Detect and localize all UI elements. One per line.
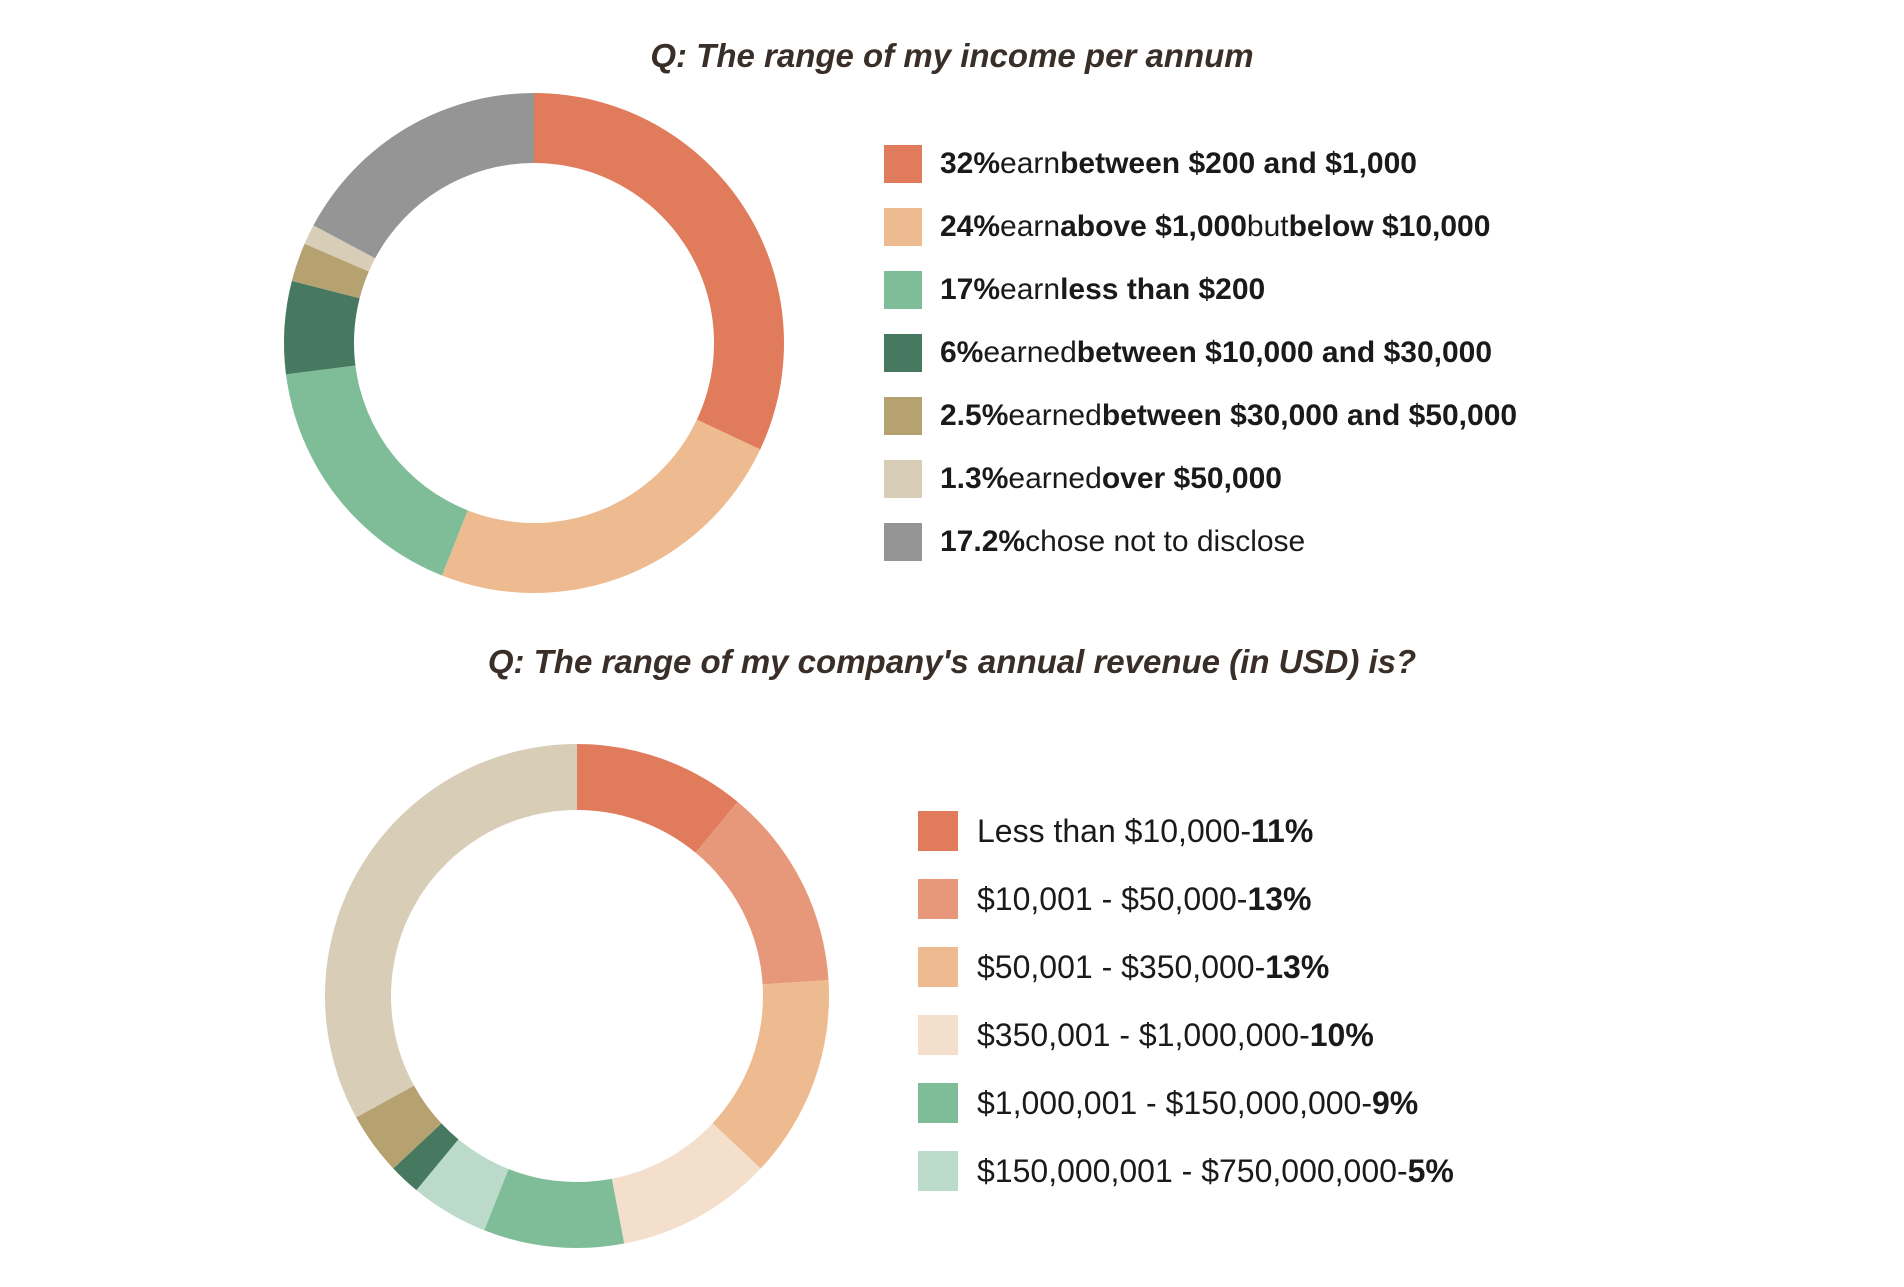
income-slice-4: [284, 280, 360, 375]
revenue-legend-percent: 5%: [1407, 1152, 1454, 1189]
revenue-legend-separator: -: [1396, 1152, 1408, 1189]
income-legend-percent: 2.5%: [940, 398, 1009, 432]
revenue-legend-label: $1,000,001 - $150,000,000: [977, 1084, 1362, 1121]
income-legend-text: earned: [1008, 398, 1102, 432]
income-legend-text: earn: [1000, 272, 1061, 306]
income-legend-text: between $10,000 and $30,000: [1076, 335, 1493, 369]
income-legend-text: earned: [1008, 461, 1102, 495]
income-legend-percent: 17.2%: [940, 524, 1026, 558]
income-legend-text: chose not to disclose: [1025, 524, 1306, 558]
revenue-legend-percent: 11%: [1250, 812, 1314, 849]
revenue-legend-label: $10,001 - $50,000: [977, 880, 1237, 917]
revenue-donut-chart: [325, 744, 829, 1248]
revenue-legend-item: Less than $10,000 - 11%: [918, 797, 1454, 865]
income-slice-3: [285, 365, 468, 576]
revenue-legend-percent: 9%: [1372, 1084, 1419, 1121]
revenue-legend-label: Less than $10,000: [977, 812, 1241, 849]
revenue-legend-swatch: [918, 1083, 958, 1123]
revenue-legend-swatch: [918, 811, 958, 851]
income-legend-percent: 6%: [940, 335, 984, 369]
revenue-slice-4: [611, 1123, 761, 1244]
income-legend-text: less than $200: [1060, 272, 1266, 306]
income-legend-text: between $30,000 and $50,000: [1101, 398, 1518, 432]
income-slice-5: [291, 243, 369, 299]
income-legend-percent: 17%: [940, 272, 1001, 306]
revenue-slice-1: [577, 744, 738, 853]
revenue-legend-separator: -: [1361, 1084, 1372, 1121]
income-slice-7: [313, 93, 534, 259]
revenue-slice-3: [712, 980, 829, 1169]
income-legend-percent: 24%: [940, 209, 1001, 243]
revenue-slice-6: [416, 1139, 509, 1231]
income-legend-text: earn: [1000, 209, 1061, 243]
income-legend-swatch: [884, 144, 922, 183]
revenue-slice-5: [484, 1168, 625, 1248]
revenue-legend-separator: -: [1240, 812, 1251, 849]
income-legend-text: earn: [1000, 146, 1061, 180]
income-legend-item: 24% earn above $1,000 but below $10,000: [884, 195, 1517, 258]
income-slice-2: [441, 419, 761, 593]
income-legend-text: but: [1246, 209, 1289, 243]
income-legend-item: 6% earned between $10,000 and $30,000: [884, 321, 1517, 384]
revenue-legend-percent: 10%: [1309, 1016, 1374, 1053]
revenue-legend-separator: -: [1299, 1016, 1310, 1053]
revenue-legend-item: $150,000,001 - $750,000,000 - 5%: [918, 1137, 1454, 1205]
income-legend-item: 1.3% earned over $50,000: [884, 447, 1517, 510]
revenue-legend-swatch: [918, 1015, 958, 1055]
income-donut-chart: [284, 93, 784, 593]
revenue-slice-9: [325, 744, 577, 1118]
income-legend-item: 32% earn between $200 and $1,000: [884, 132, 1517, 195]
revenue-legend-swatch: [918, 947, 958, 987]
income-legend-swatch: [884, 459, 922, 498]
income-slice-6: [304, 225, 376, 272]
revenue-legend-label: $350,001 - $1,000,000: [977, 1016, 1300, 1053]
revenue-legend-item: $10,001 - $50,000 - 13%: [918, 865, 1454, 933]
income-legend-swatch: [884, 522, 922, 561]
income-legend-item: 17.2% chose not to disclose: [884, 510, 1517, 573]
income-slice-1: [534, 93, 784, 450]
income-legend-item: 2.5% earned between $30,000 and $50,000: [884, 384, 1517, 447]
revenue-legend-swatch: [918, 1151, 958, 1191]
revenue-chart-title: Q: The range of my company's annual reve…: [487, 643, 1417, 680]
income-legend-swatch: [884, 396, 922, 435]
income-chart-title: Q: The range of my income per annum: [650, 37, 1254, 74]
revenue-legend-swatch: [918, 879, 958, 919]
revenue-legend-percent: 13%: [1247, 880, 1312, 917]
income-legend-swatch: [884, 333, 922, 372]
income-legend-item: 17% earn less than $200: [884, 258, 1517, 321]
income-legend-percent: 32%: [940, 146, 1001, 180]
income-legend-swatch: [884, 207, 922, 246]
income-legend-swatch: [884, 270, 922, 309]
revenue-legend-label: $50,001 - $350,000: [977, 948, 1255, 985]
income-legend: 32% earn between $200 and $1,000 24% earn…: [884, 132, 1517, 573]
revenue-legend-item: $350,001 - $1,000,000 - 10%: [918, 1001, 1454, 1069]
revenue-slice-2: [695, 801, 829, 985]
revenue-slice-8: [356, 1085, 442, 1169]
revenue-legend-item: $50,001 - $350,000 - 13%: [918, 933, 1454, 1001]
revenue-legend-item: $1,000,001 - $150,000,000 - 9%: [918, 1069, 1454, 1137]
income-legend-text: below $10,000: [1288, 209, 1491, 243]
revenue-slice-7: [393, 1123, 459, 1191]
income-legend-percent: 1.3%: [940, 461, 1009, 495]
income-legend-text: over $50,000: [1101, 461, 1282, 495]
income-legend-text: above $1,000: [1060, 209, 1247, 243]
income-legend-text: between $200 and $1,000: [1060, 146, 1417, 180]
revenue-legend-separator: -: [1254, 948, 1266, 985]
revenue-legend-label: $150,000,001 - $750,000,000: [977, 1152, 1397, 1189]
revenue-legend: Less than $10,000 - 11% $10,001 - $50,000…: [918, 797, 1454, 1205]
revenue-legend-separator: -: [1236, 880, 1248, 917]
revenue-legend-percent: 13%: [1265, 948, 1330, 985]
income-legend-text: earned: [983, 335, 1077, 369]
